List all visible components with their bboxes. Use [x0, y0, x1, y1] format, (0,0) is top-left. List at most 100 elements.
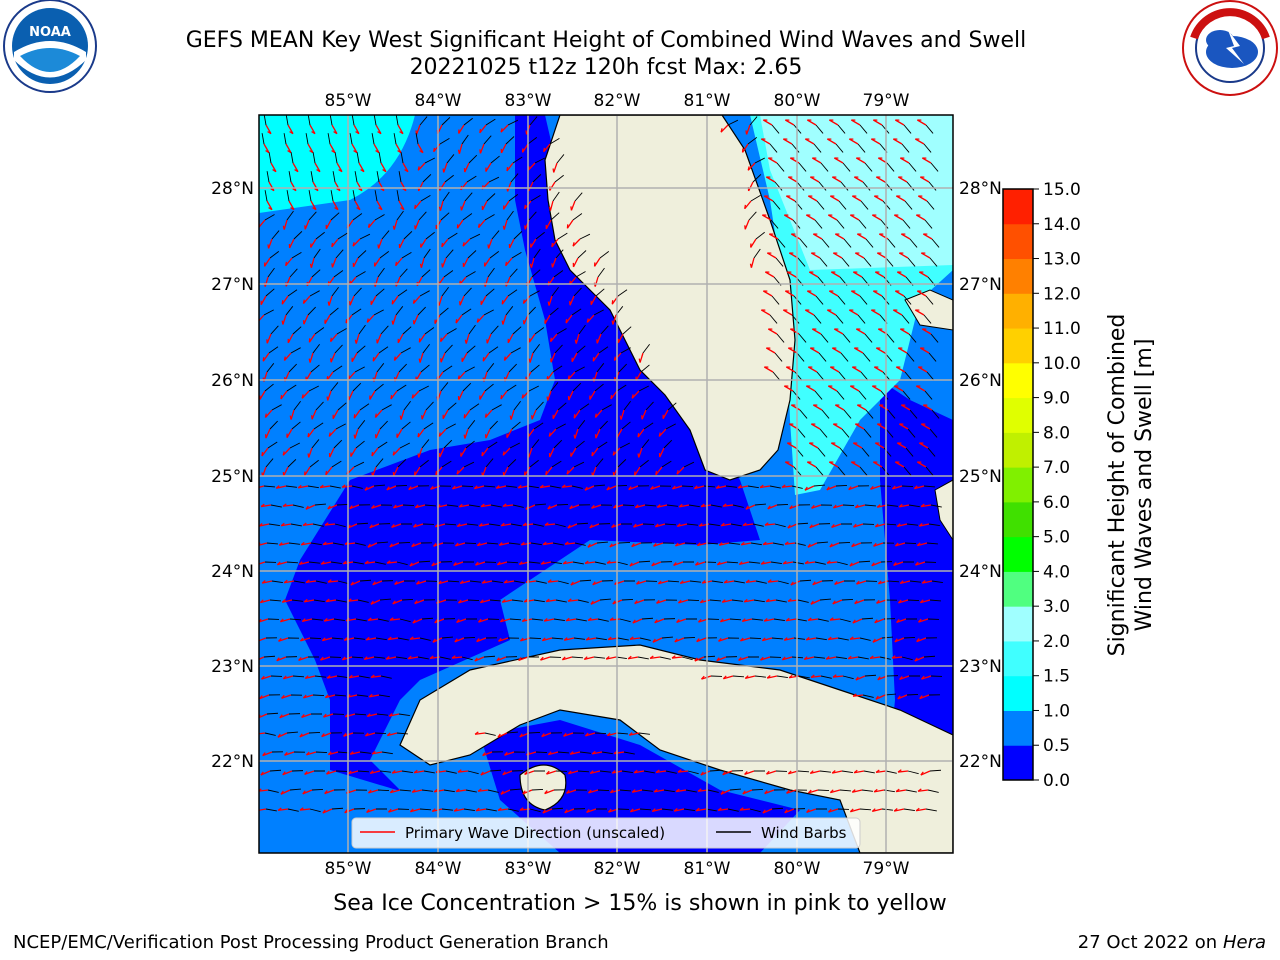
wave-arrow-head — [573, 434, 576, 439]
wind-barb — [374, 732, 387, 735]
wave-arrow — [855, 252, 865, 259]
wave-arrow — [831, 523, 842, 529]
wind-barb — [835, 314, 844, 324]
wave-arrow-head — [327, 579, 332, 583]
wind-barb — [796, 522, 809, 525]
wave-arrow — [641, 409, 647, 420]
wind-barb — [395, 656, 407, 659]
wave-arrow-head — [481, 451, 484, 457]
wind-barb — [507, 459, 517, 468]
wave-arrow-head — [479, 149, 482, 154]
wave-arrow-head — [627, 655, 632, 660]
wave-arrow — [482, 580, 493, 584]
wave-arrow — [479, 143, 485, 154]
wind-barb — [463, 808, 475, 811]
wind-barb — [597, 441, 608, 449]
wave-arrow — [895, 542, 906, 547]
wind-barb — [446, 328, 457, 335]
wind-barb — [396, 561, 408, 566]
wave-arrow-head — [827, 636, 832, 641]
noaa-logo-text: NOAA — [29, 25, 71, 40]
colorbar-label-line2: Wind Waves and Swell [m] — [1132, 339, 1157, 632]
wind-barb — [577, 770, 590, 773]
wave-arrow-head — [323, 713, 327, 718]
wave-arrow — [807, 542, 818, 548]
wave-arrow-head — [589, 770, 594, 774]
wind-barb — [403, 231, 413, 240]
wind-barb — [530, 542, 542, 546]
wind-barb — [444, 174, 454, 183]
wind-barb — [556, 328, 567, 335]
wind-barb — [357, 599, 369, 603]
wave-arrow-head — [385, 655, 390, 660]
wave-arrow-head — [474, 657, 478, 662]
wave-arrow-head — [591, 504, 595, 509]
sea-ice-note: Sea Ice Concentration > 15% is shown in … — [333, 891, 947, 916]
wind-barb — [927, 789, 939, 793]
wind-barb — [351, 308, 362, 316]
wind-barb — [395, 306, 404, 316]
lon-tick-labels: 85°W 84°W 83°W 82°W 81°W 80°W 79°W 85°W … — [325, 91, 910, 879]
wind-barb — [903, 466, 912, 476]
wave-arrow — [831, 271, 841, 278]
wave-arrow — [897, 523, 908, 528]
wave-arrow — [854, 176, 864, 183]
lat-tick-right: 27°N — [959, 275, 1002, 295]
wave-arrow — [345, 314, 353, 324]
wind-barb — [461, 485, 474, 488]
wave-arrow — [496, 485, 507, 489]
wind-barb — [309, 808, 321, 813]
wind-barb — [615, 484, 628, 487]
wind-barb — [461, 656, 473, 661]
wave-arrow-head — [676, 618, 680, 623]
wind-barb — [576, 522, 589, 525]
wave-arrow — [434, 618, 445, 624]
wave-arrow — [828, 808, 839, 813]
wave-arrow — [764, 618, 775, 622]
wave-arrow — [259, 390, 266, 400]
wave-arrow — [368, 789, 379, 794]
wave-arrow-head — [873, 542, 877, 547]
wind-barb — [398, 541, 411, 544]
wave-arrow-head — [409, 562, 413, 567]
wind-barb — [797, 428, 806, 438]
wave-arrow — [857, 233, 867, 240]
wave-arrow — [328, 751, 339, 756]
wave-arrow-head — [477, 223, 480, 228]
wave-arrow — [810, 176, 820, 183]
wave-arrow — [347, 599, 359, 602]
wave-arrow-head — [563, 732, 567, 737]
wave-arrow — [380, 162, 387, 172]
wave-arrow — [331, 238, 339, 248]
wave-arrow — [262, 580, 273, 584]
wave-arrow — [848, 656, 859, 660]
colorbar: 0.00.51.01.52.03.04.05.06.07.08.09.010.0… — [1002, 180, 1081, 791]
wind-barb — [421, 269, 431, 278]
lon-tick-top: 80°W — [774, 91, 821, 111]
wave-arrow-head — [742, 522, 747, 526]
wind-barb — [733, 580, 745, 584]
wind-barb — [730, 523, 742, 527]
wave-arrow-head — [877, 580, 882, 585]
wave-arrow-head — [738, 561, 743, 565]
wind-barb — [839, 447, 848, 457]
wind-barb — [579, 751, 591, 754]
wind-barb — [863, 257, 872, 267]
wave-arrow — [747, 162, 756, 171]
wave-arrow — [813, 233, 823, 240]
wave-arrow — [301, 390, 310, 399]
wind-barb — [374, 383, 384, 392]
wind-barb — [535, 751, 548, 754]
wave-arrow-head — [343, 732, 347, 737]
wave-arrow — [302, 789, 313, 795]
wind-barb — [750, 542, 762, 546]
wind-barb — [573, 287, 582, 297]
wave-arrow-head — [874, 619, 878, 624]
wind-barb — [312, 343, 320, 354]
wave-arrow — [639, 352, 644, 363]
wave-arrow — [854, 770, 865, 774]
wave-arrow-head — [280, 394, 283, 400]
wave-arrow-head — [358, 188, 363, 192]
colorbar-swatch — [1003, 189, 1033, 225]
wind-barb — [687, 770, 699, 775]
